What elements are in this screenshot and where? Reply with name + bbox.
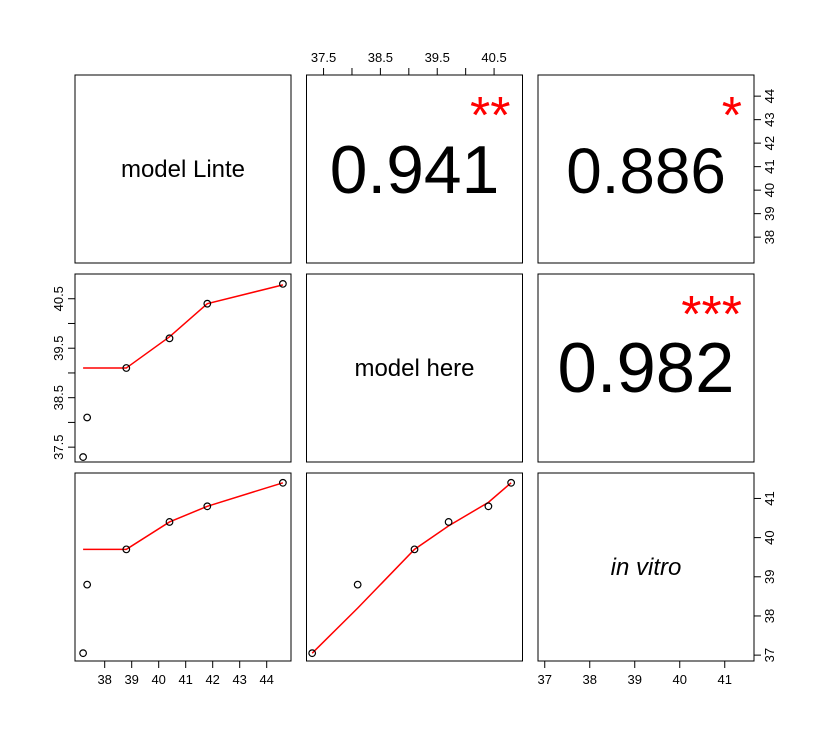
x-tick-label: 40 [673, 672, 687, 687]
point [79, 453, 87, 461]
smooth-line [83, 284, 284, 369]
variable-label: model here [354, 355, 474, 382]
point [83, 580, 92, 589]
smooth-line [83, 482, 284, 551]
y-tick-label: 40 [762, 530, 777, 544]
correlation: 0.886 [566, 135, 726, 207]
panel-frame [537, 273, 755, 463]
correlation: 0.941 [330, 133, 500, 208]
panel-frame [74, 74, 292, 264]
y-tick-label: 39 [762, 206, 777, 220]
smooth-line [311, 482, 512, 654]
point [507, 478, 516, 487]
x-tick-label: 40.5 [481, 50, 506, 65]
point [279, 478, 287, 487]
point [79, 649, 87, 658]
significance-stars: * [722, 87, 742, 145]
point [444, 518, 453, 526]
x-tick-label: 39 [628, 672, 642, 687]
point [410, 545, 419, 554]
point [165, 334, 174, 343]
y-tick-label: 38 [762, 609, 777, 623]
y-tick-label: 41 [762, 159, 777, 173]
x-tick-label: 38 [583, 672, 597, 687]
x-tick-label: 41 [718, 672, 732, 687]
y-tick-label: 44 [762, 89, 777, 103]
y-tick-label: 39.5 [51, 336, 66, 361]
point [203, 299, 212, 308]
panel-frame [74, 472, 292, 662]
x-tick-label: 41 [178, 672, 192, 687]
y-tick-label: 37 [762, 648, 777, 662]
y-tick-label: 43 [762, 112, 777, 126]
x-tick-label: 38.5 [368, 50, 393, 65]
panel-frame [306, 472, 523, 662]
y-tick-label: 41 [762, 491, 777, 505]
significance-stars: ** [470, 87, 510, 145]
point [122, 545, 131, 554]
point [165, 518, 174, 526]
point [83, 413, 92, 422]
point [353, 580, 362, 589]
y-tick-label: 40 [762, 183, 777, 197]
variable-label: model Linte [121, 156, 245, 183]
x-tick-label: 38 [97, 672, 111, 687]
x-tick-label: 44 [259, 672, 273, 687]
point [203, 502, 212, 511]
y-tick-label: 42 [762, 136, 777, 150]
point [484, 502, 493, 511]
panel-frame [306, 273, 523, 463]
x-tick-label: 37.5 [311, 50, 336, 65]
x-tick-label: 39 [124, 672, 138, 687]
x-tick-label: 43 [232, 672, 246, 687]
y-tick-label: 39 [762, 570, 777, 584]
x-tick-label: 39.5 [425, 50, 450, 65]
point [279, 279, 287, 288]
x-tick-label: 37 [538, 672, 552, 687]
y-tick-label: 38 [762, 230, 777, 244]
significance-stars: *** [681, 286, 742, 344]
y-tick-label: 40.5 [51, 286, 66, 311]
point [122, 364, 131, 372]
y-tick-label: 37.5 [51, 435, 66, 460]
variable-label: in vitro [611, 554, 682, 581]
point [308, 649, 317, 658]
y-tick-label: 38.5 [51, 385, 66, 410]
x-tick-label: 42 [205, 672, 219, 687]
x-tick-label: 40 [151, 672, 165, 687]
correlation: 0.982 [558, 328, 735, 407]
